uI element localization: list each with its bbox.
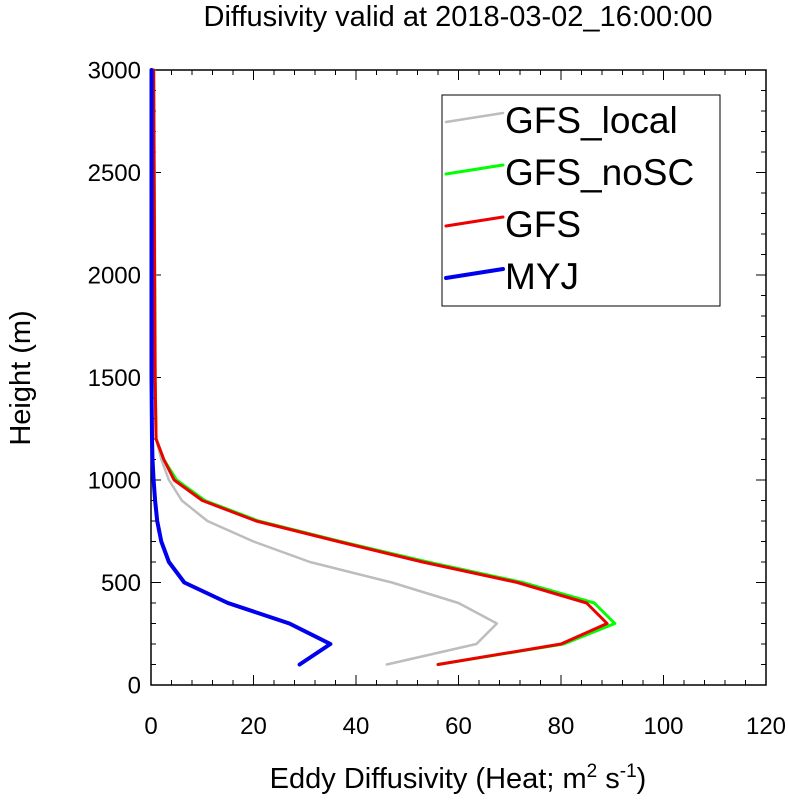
y-tick-label: 0 [128,673,141,700]
x-axis-label-mid: s [597,763,620,795]
x-tick-label: 0 [144,713,157,740]
legend-items: GFS_local GFS_noSC GFS MYJ [444,100,694,297]
y-tick-label: 3000 [88,58,141,85]
y-tick-label: 2500 [88,160,141,187]
x-tick-label: 60 [445,713,472,740]
x-axis-label-sup1: 2 [587,761,598,782]
y-tick-labels: 0 500 1000 1500 2000 2500 3000 [88,58,141,700]
x-tick-label: 40 [343,713,370,740]
legend-label-myj: MYJ [505,256,579,297]
legend-label-gfs-local: GFS_local [505,100,678,141]
x-axis-label-end: ) [637,763,647,795]
y-axis-label: Height (m) [5,310,37,445]
x-tick-labels: 0 20 40 60 80 100 120 [144,713,786,740]
series-lines [149,68,617,667]
legend-swatch-myj [444,267,505,280]
x-axis-label-main: Eddy Diffusivity (Heat; m [270,763,587,795]
y-tick-label: 1000 [88,468,141,495]
y-tick-label: 1500 [88,365,141,392]
chart-title: Diffusivity valid at 2018-03-02_16:00:00 [204,1,713,33]
legend-label-gfs-nosc: GFS_noSC [505,152,694,193]
x-tick-label: 120 [746,713,786,740]
x-tick-label: 100 [643,713,683,740]
x-axis-label: Eddy Diffusivity (Heat; m2 s-1) [270,761,647,795]
legend: GFS_local GFS_noSC GFS MYJ [441,94,721,307]
legend-swatch-gfs-local [444,111,505,124]
x-tick-label: 20 [240,713,267,740]
x-axis-label-sup2: -1 [620,761,637,782]
series-line-myj [149,68,333,667]
x-tick-label: 80 [548,713,575,740]
y-tick-label: 500 [101,570,141,597]
y-tick-label: 2000 [88,263,141,290]
legend-swatch-gfs-nosc [444,163,505,176]
series-line-gfs [152,68,609,666]
legend-swatch-gfs [444,215,505,228]
legend-label-gfs: GFS [505,204,581,245]
